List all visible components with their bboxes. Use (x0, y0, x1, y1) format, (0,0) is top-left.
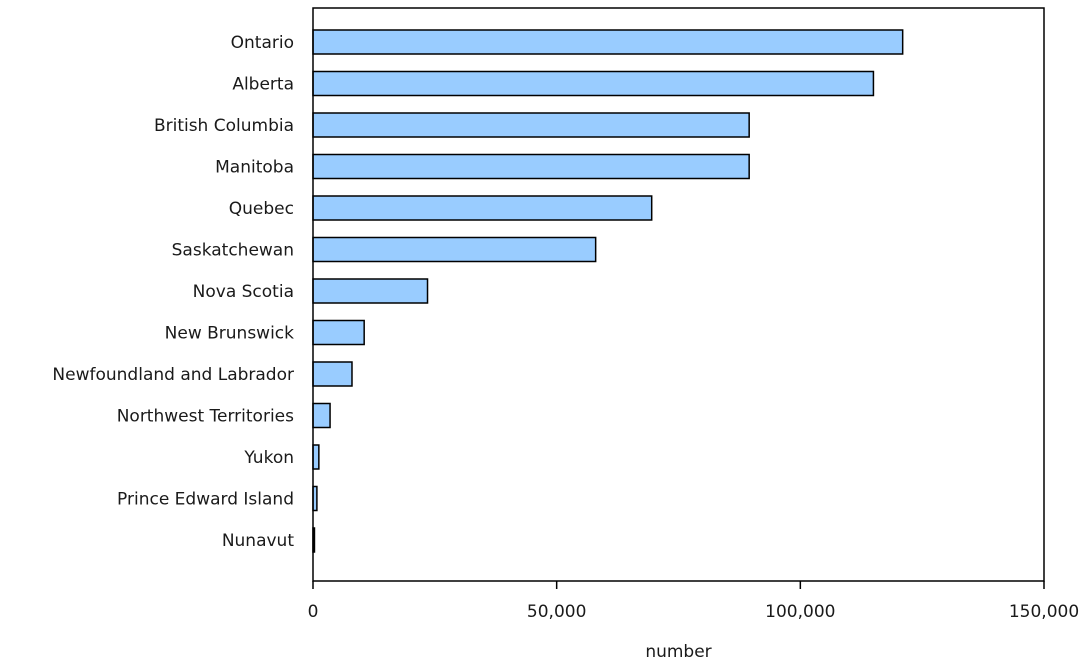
bar-saskatchewan (312, 236, 597, 263)
bar-alberta (312, 70, 875, 97)
bar-newfoundland-and-labrador (312, 361, 353, 387)
x-axis-title: number (645, 642, 711, 661)
bar-ontario (312, 29, 904, 55)
x-tick-label: 100,000 (765, 602, 835, 622)
bar-new-brunswick (312, 319, 365, 346)
bar-nova-scotia (312, 278, 429, 304)
bars-layer (312, 29, 904, 553)
category-label: Quebec (229, 199, 294, 219)
category-labels: Ontario Alberta British Columbia Manitoba Qu… (52, 33, 294, 551)
category-label: Nova Scotia (193, 282, 294, 302)
category-label: Alberta (232, 75, 294, 95)
category-label: New Brunswick (165, 324, 295, 344)
x-tick-label: 50,000 (527, 602, 586, 622)
x-tick-label: 0 (308, 602, 319, 622)
bar-northwest-territories (312, 402, 331, 429)
bar-manitoba (312, 153, 750, 180)
category-label: Nunavut (222, 531, 295, 551)
category-label: British Columbia (154, 116, 294, 136)
category-label: Saskatchewan (172, 241, 294, 261)
category-label: Newfoundland and Labrador (52, 365, 294, 385)
category-label: Northwest Territories (117, 407, 294, 427)
bar-british-columbia (312, 112, 750, 138)
category-label: Prince Edward Island (117, 490, 294, 510)
plot-frame (312, 7, 1045, 582)
category-label: Manitoba (215, 158, 294, 178)
bar-quebec (312, 195, 653, 221)
axes (312, 7, 1045, 582)
category-label: Yukon (243, 448, 294, 468)
x-tick-label: 150,000 (1009, 602, 1079, 622)
bar-yukon (312, 444, 320, 470)
x-axis-ticks: 0 50,000 100,000 150,000 (308, 581, 1079, 622)
category-label: Ontario (231, 33, 294, 53)
